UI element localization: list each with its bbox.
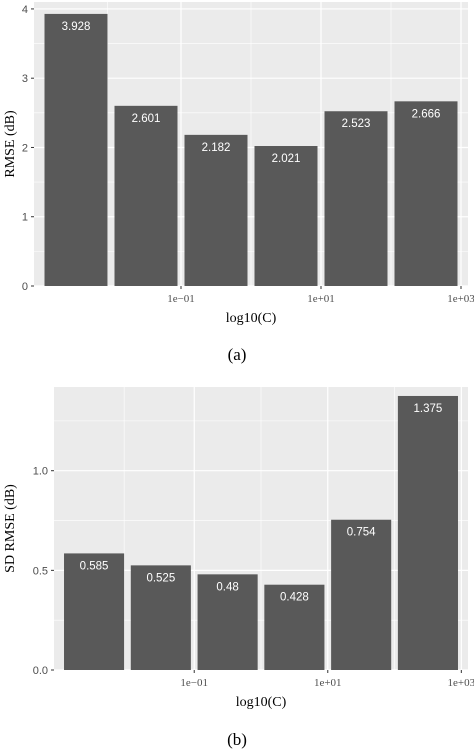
bar-value-label: 2.182: [202, 142, 231, 154]
bar-value-label: 2.666: [412, 108, 441, 120]
bar: [44, 13, 108, 286]
x-tick-label: 1e+01: [314, 677, 342, 689]
x-tick-label: 1e+01: [307, 293, 335, 305]
x-tick-label: 1e−01: [167, 293, 195, 305]
x-axis-label: log10(C): [226, 311, 277, 326]
x-tick-label: 1e+03: [447, 293, 474, 305]
bar-value-label: 2.021: [272, 153, 301, 165]
y-tick-label: 0.0: [33, 665, 48, 677]
y-tick-label: 2: [22, 142, 28, 154]
x-tick-label: 1e+03: [448, 677, 474, 689]
y-tick-label: 4: [22, 4, 28, 16]
bar-value-label: 2.601: [132, 113, 161, 125]
y-tick-label: 0.5: [33, 565, 48, 577]
bar: [331, 519, 392, 670]
bar: [184, 134, 248, 286]
bar: [324, 111, 388, 286]
bar-value-label: 2.523: [342, 118, 371, 130]
bar: [394, 101, 458, 286]
bar: [64, 553, 125, 670]
caption-a: (a): [227, 345, 247, 364]
bar-value-label: 0.754: [347, 527, 376, 539]
y-tick-label: 1.0: [33, 466, 48, 478]
bar-value-label: 0.428: [280, 592, 309, 604]
caption-b: (b): [227, 730, 247, 749]
x-axis-label: log10(C): [236, 695, 287, 710]
bar: [397, 395, 458, 670]
y-tick-label: 1: [22, 212, 28, 224]
bar: [130, 565, 191, 670]
bar: [264, 584, 325, 670]
x-tick-label: 1e−01: [180, 677, 208, 689]
bar: [114, 105, 178, 287]
bar: [197, 574, 258, 670]
y-tick-label: 3: [22, 73, 28, 85]
y-tick-label: 0: [22, 281, 28, 293]
bar-value-label: 1.375: [414, 403, 443, 415]
bar-value-label: 3.928: [62, 21, 91, 33]
y-axis-label: RMSE (dB): [3, 110, 18, 178]
bar-value-label: 0.48: [216, 581, 238, 593]
bar-value-label: 0.525: [146, 572, 175, 584]
bar-value-label: 0.585: [80, 560, 109, 572]
rmse-chart: 0 1 2 3 4 3.928 2.601 2.182 2.021 2.523 2.666 1e−01…: [3, 2, 474, 326]
y-axis-label: SD RMSE (dB): [3, 484, 18, 573]
bar: [254, 146, 318, 286]
